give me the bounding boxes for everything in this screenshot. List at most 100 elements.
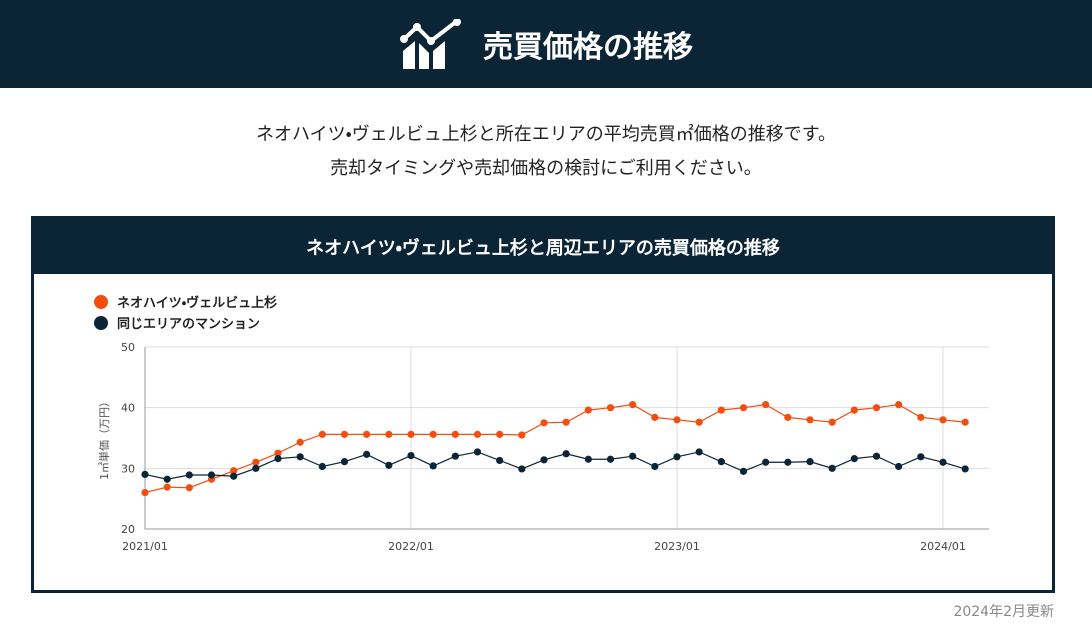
data-point bbox=[939, 458, 947, 466]
data-point bbox=[407, 451, 415, 460]
data-point bbox=[872, 404, 881, 412]
data-point bbox=[385, 430, 393, 438]
data-point bbox=[141, 470, 149, 478]
data-point bbox=[518, 465, 526, 473]
data-point bbox=[296, 438, 304, 446]
data-point bbox=[141, 489, 149, 497]
data-point bbox=[739, 467, 748, 475]
data-point bbox=[673, 416, 681, 424]
data-point bbox=[451, 452, 459, 460]
intro-line: ネオハイツ・ヴェルビュ上杉と所在エリアの平均売買㎡価格の推移です。 bbox=[256, 124, 836, 145]
data-point bbox=[784, 413, 792, 421]
chart-title: ネオハイツ・ヴェルビュ上杉と周辺エリアの売買価格の推移 bbox=[34, 219, 1052, 274]
data-point bbox=[629, 401, 637, 409]
data-point bbox=[407, 430, 415, 438]
data-point bbox=[828, 418, 836, 426]
data-point bbox=[363, 430, 371, 438]
data-point bbox=[629, 452, 637, 460]
data-point bbox=[230, 472, 238, 480]
data-point bbox=[895, 401, 903, 409]
data-point bbox=[473, 430, 482, 438]
intro-line: 売却タイミングや売却価格の検討にご利用ください。 bbox=[330, 158, 762, 179]
data-point bbox=[540, 419, 548, 427]
y-tick-label: 30 bbox=[121, 462, 135, 475]
data-point bbox=[340, 430, 349, 438]
data-point bbox=[340, 458, 349, 466]
data-point bbox=[961, 465, 969, 473]
data-point bbox=[606, 404, 615, 412]
data-point bbox=[318, 462, 326, 471]
data-point bbox=[363, 450, 371, 458]
legend-marker bbox=[94, 295, 108, 309]
y-tick-label: 50 bbox=[121, 341, 135, 354]
data-point bbox=[673, 453, 681, 461]
intro: ネオハイツ・ヴェルビュ上杉と所在エリアの平均売買㎡価格の推移です。 売却タイミン… bbox=[0, 118, 1092, 186]
data-point bbox=[806, 416, 814, 424]
y-axis-label: 1㎡単価（万円） bbox=[97, 396, 111, 480]
y-tick-label: 40 bbox=[121, 402, 135, 415]
data-point bbox=[496, 456, 504, 465]
data-point bbox=[274, 455, 282, 463]
x-tick-label: 2024/01 bbox=[920, 540, 966, 553]
data-point bbox=[207, 471, 216, 479]
data-point bbox=[185, 484, 193, 492]
data-point bbox=[429, 430, 437, 438]
data-point bbox=[163, 483, 171, 491]
update-note: 2024年2月更新 bbox=[953, 604, 1054, 620]
data-point bbox=[695, 448, 703, 456]
data-point bbox=[895, 462, 903, 471]
data-point bbox=[651, 413, 659, 421]
x-tick-label: 2022/01 bbox=[388, 540, 434, 553]
y-tick-label: 20 bbox=[121, 523, 135, 536]
data-point bbox=[518, 431, 526, 439]
data-point bbox=[606, 455, 615, 463]
page-title: 売買価格の推移 bbox=[483, 30, 693, 65]
data-point bbox=[252, 464, 260, 472]
data-point bbox=[828, 464, 836, 472]
data-point bbox=[917, 453, 925, 461]
data-point bbox=[230, 467, 238, 475]
data-point bbox=[540, 456, 548, 464]
chart-box: ネオハイツ・ヴェルビュ上杉と周辺エリアの売買価格の推移 bbox=[31, 216, 1055, 593]
data-point bbox=[185, 471, 193, 479]
data-point bbox=[584, 406, 592, 414]
data-point bbox=[850, 406, 858, 414]
data-point bbox=[429, 462, 437, 470]
data-point bbox=[451, 430, 459, 438]
legend-label: ネオハイツ・ヴェルビュ上杉 bbox=[117, 295, 277, 311]
data-point bbox=[296, 453, 304, 461]
legend-label: 同じエリアのマンション bbox=[117, 317, 260, 332]
chart-icon bbox=[400, 19, 461, 69]
data-point bbox=[739, 404, 748, 412]
data-point bbox=[274, 449, 282, 457]
data-point bbox=[562, 450, 570, 458]
data-point bbox=[872, 452, 881, 460]
data-point bbox=[917, 413, 925, 421]
data-point bbox=[784, 458, 792, 466]
data-point bbox=[939, 416, 947, 424]
data-point bbox=[385, 461, 393, 469]
data-point bbox=[717, 406, 725, 414]
data-point bbox=[252, 458, 260, 466]
series-line bbox=[144, 404, 966, 494]
data-point bbox=[584, 455, 592, 463]
x-tick-label: 2023/01 bbox=[654, 540, 700, 553]
data-point bbox=[496, 430, 504, 438]
data-point bbox=[562, 418, 570, 426]
data-point bbox=[961, 418, 969, 426]
page-header: 売買価格の推移 bbox=[0, 0, 1092, 88]
data-point bbox=[163, 475, 171, 483]
data-point bbox=[762, 458, 770, 466]
x-tick-label: 2021/01 bbox=[122, 540, 168, 553]
data-point bbox=[762, 401, 770, 409]
data-point bbox=[318, 430, 326, 438]
series-line bbox=[144, 451, 966, 480]
data-point bbox=[695, 418, 703, 426]
legend-marker bbox=[94, 316, 108, 330]
data-point bbox=[651, 462, 659, 471]
data-point bbox=[717, 458, 725, 466]
data-point bbox=[473, 448, 482, 456]
